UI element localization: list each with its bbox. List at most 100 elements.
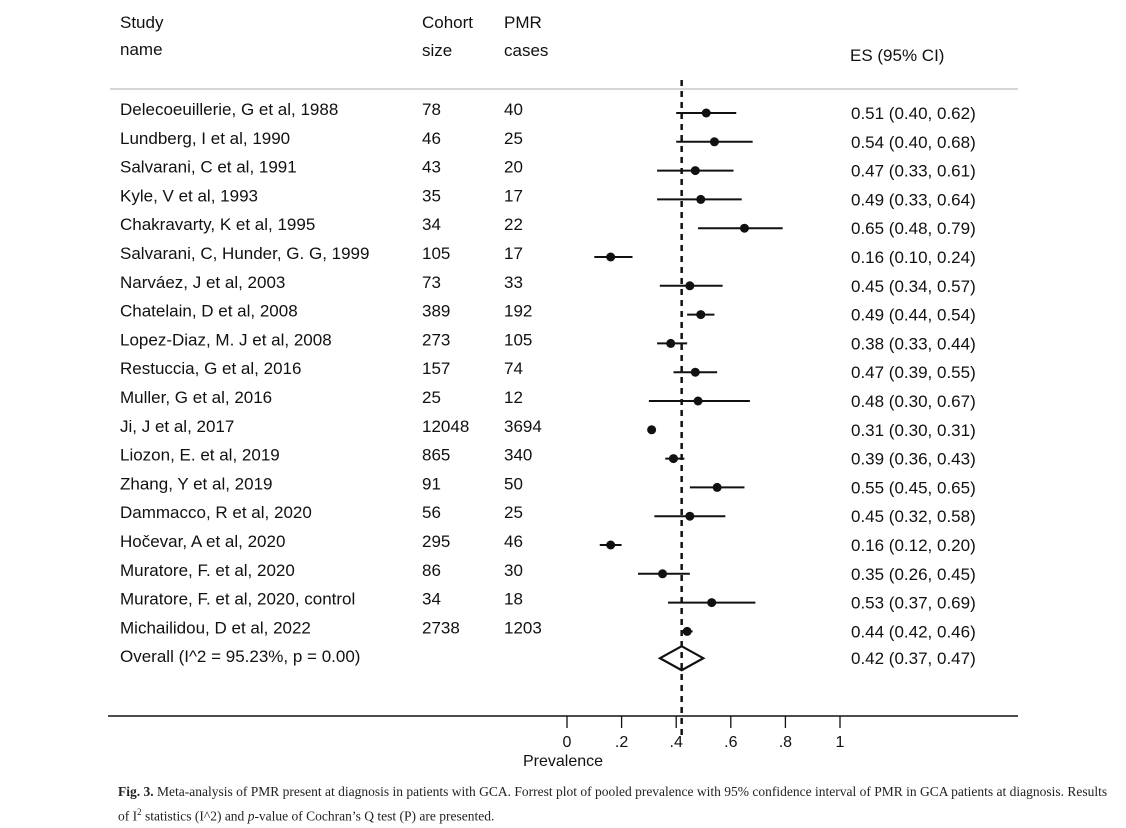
pmr-header-line2: cases	[504, 41, 549, 60]
point-estimate	[666, 338, 676, 348]
study-name: Muratore, F. et al, 2020, control	[120, 590, 355, 609]
study-name: Restuccia, G et al, 2016	[120, 359, 301, 378]
point-estimate	[739, 223, 749, 233]
cohort-size: 86	[422, 561, 441, 580]
cohort-size: 389	[422, 302, 450, 321]
effect-size-label: 0.38 (0.33, 0.44)	[851, 334, 976, 353]
cohort-header-line2: size	[422, 41, 453, 60]
caption-superscript: 2	[137, 807, 142, 817]
point-estimate	[606, 540, 616, 550]
pmr-cases: 25	[504, 129, 523, 148]
figure-caption: Fig. 3. Meta-analysis of PMR present at …	[118, 782, 1108, 827]
effect-size-label: 0.51 (0.40, 0.62)	[851, 104, 976, 123]
effect-size-label: 0.45 (0.34, 0.57)	[851, 277, 976, 296]
caption-text-1: Meta-analysis of PMR present at diagnosi…	[118, 784, 1108, 824]
point-estimate	[696, 194, 706, 204]
x-tick-label: .2	[615, 734, 628, 751]
x-tick-label: .8	[779, 734, 792, 751]
cohort-size: 12048	[422, 417, 469, 436]
pmr-cases: 74	[504, 359, 523, 378]
effect-size-label: 0.55 (0.45, 0.65)	[851, 478, 976, 497]
point-estimate	[647, 425, 657, 435]
effect-size-label: 0.45 (0.32, 0.58)	[851, 507, 976, 526]
point-estimate	[690, 166, 700, 176]
effect-size-label: 0.53 (0.37, 0.69)	[851, 594, 976, 613]
study-name: Kyle, V et al, 1993	[120, 186, 258, 205]
study-name: Chatelain, D et al, 2008	[120, 302, 298, 321]
overall-effect-size-label: 0.42 (0.37, 0.47)	[851, 649, 976, 668]
point-estimate	[690, 367, 700, 377]
point-estimate	[682, 626, 692, 636]
pmr-cases: 340	[504, 446, 532, 465]
pmr-cases: 46	[504, 532, 523, 551]
cohort-size: 34	[422, 590, 441, 609]
effect-size-label: 0.49 (0.44, 0.54)	[851, 306, 976, 325]
study-name: Salvarani, C, Hunder, G. G, 1999	[120, 244, 369, 263]
pmr-header-line1: PMR	[504, 13, 542, 32]
effect-size-label: 0.48 (0.30, 0.67)	[851, 392, 976, 411]
effect-size-label: 0.16 (0.10, 0.24)	[851, 248, 976, 267]
study-name: Lundberg, I et al, 1990	[120, 129, 290, 148]
forest-plot: Delecoeuillerie, G et al, 1988 78 40 0.51 (…	[108, 80, 1018, 770]
effect-size-label: 0.44 (0.42, 0.46)	[851, 622, 976, 641]
overall-diamond	[657, 644, 706, 672]
cohort-size: 46	[422, 129, 441, 148]
pmr-cases: 20	[504, 158, 523, 177]
effect-size-label: 0.47 (0.33, 0.61)	[851, 162, 976, 181]
study-name: Ji, J et al, 2017	[120, 417, 234, 436]
pmr-cases: 17	[504, 186, 523, 205]
cohort-size: 865	[422, 446, 450, 465]
cohort-size: 78	[422, 100, 441, 119]
pmr-cases: 12	[504, 388, 523, 407]
effect-size-label: 0.31 (0.30, 0.31)	[851, 421, 976, 440]
cohort-size: 273	[422, 330, 450, 349]
caption-text-2: statistics (I^2) and	[141, 808, 248, 824]
point-estimate	[709, 137, 719, 147]
cohort-size: 25	[422, 388, 441, 407]
point-estimate	[693, 396, 703, 406]
cohort-size: 295	[422, 532, 450, 551]
cohort-size: 35	[422, 186, 441, 205]
cohort-size: 56	[422, 503, 441, 522]
study-name: Lopez-Diaz, M. J et al, 2008	[120, 330, 332, 349]
effect-size-label: 0.47 (0.39, 0.55)	[851, 363, 976, 382]
point-estimate	[685, 511, 695, 521]
study-name: Michailidou, D et al, 2022	[120, 618, 311, 637]
study-name: Salvarani, C et al, 1991	[120, 158, 297, 177]
pmr-cases: 3694	[504, 417, 542, 436]
x-tick-label: .4	[670, 734, 683, 751]
effect-size-label: 0.54 (0.40, 0.68)	[851, 133, 976, 152]
caption-italic: p	[247, 808, 255, 824]
effect-size-label: 0.39 (0.36, 0.43)	[851, 450, 976, 469]
study-name: Narváez, J et al, 2003	[120, 273, 285, 292]
point-estimate	[668, 454, 678, 464]
cohort-header-line1: Cohort	[422, 13, 474, 32]
x-axis-label: Prevalence	[523, 753, 603, 770]
point-estimate	[712, 482, 722, 492]
cohort-size: 2738	[422, 618, 460, 637]
study-name: Zhang, Y et al, 2019	[120, 474, 273, 493]
point-estimate	[606, 252, 616, 262]
point-estimate	[685, 281, 695, 291]
study-header-line2: name	[120, 40, 163, 59]
point-estimate	[707, 598, 717, 608]
study-name: Chakravarty, K et al, 1995	[120, 215, 315, 234]
pmr-cases: 17	[504, 244, 523, 263]
pmr-cases: 40	[504, 100, 523, 119]
pmr-cases: 22	[504, 215, 523, 234]
effect-size-label: 0.65 (0.48, 0.79)	[851, 219, 976, 238]
study-name: Liozon, E. et al, 2019	[120, 446, 280, 465]
study-name: Muller, G et al, 2016	[120, 388, 272, 407]
es-header: ES (95% CI)	[850, 46, 945, 65]
pmr-cases: 18	[504, 590, 523, 609]
study-name: Dammacco, R et al, 2020	[120, 503, 312, 522]
pmr-cases: 25	[504, 503, 523, 522]
point-estimate	[658, 569, 668, 579]
pmr-cases: 33	[504, 273, 523, 292]
caption-label: Fig. 3.	[118, 784, 154, 799]
effect-size-label: 0.35 (0.26, 0.45)	[851, 565, 976, 584]
cohort-size: 34	[422, 215, 441, 234]
pmr-cases: 1203	[504, 618, 542, 637]
effect-size-label: 0.16 (0.12, 0.20)	[851, 536, 976, 555]
